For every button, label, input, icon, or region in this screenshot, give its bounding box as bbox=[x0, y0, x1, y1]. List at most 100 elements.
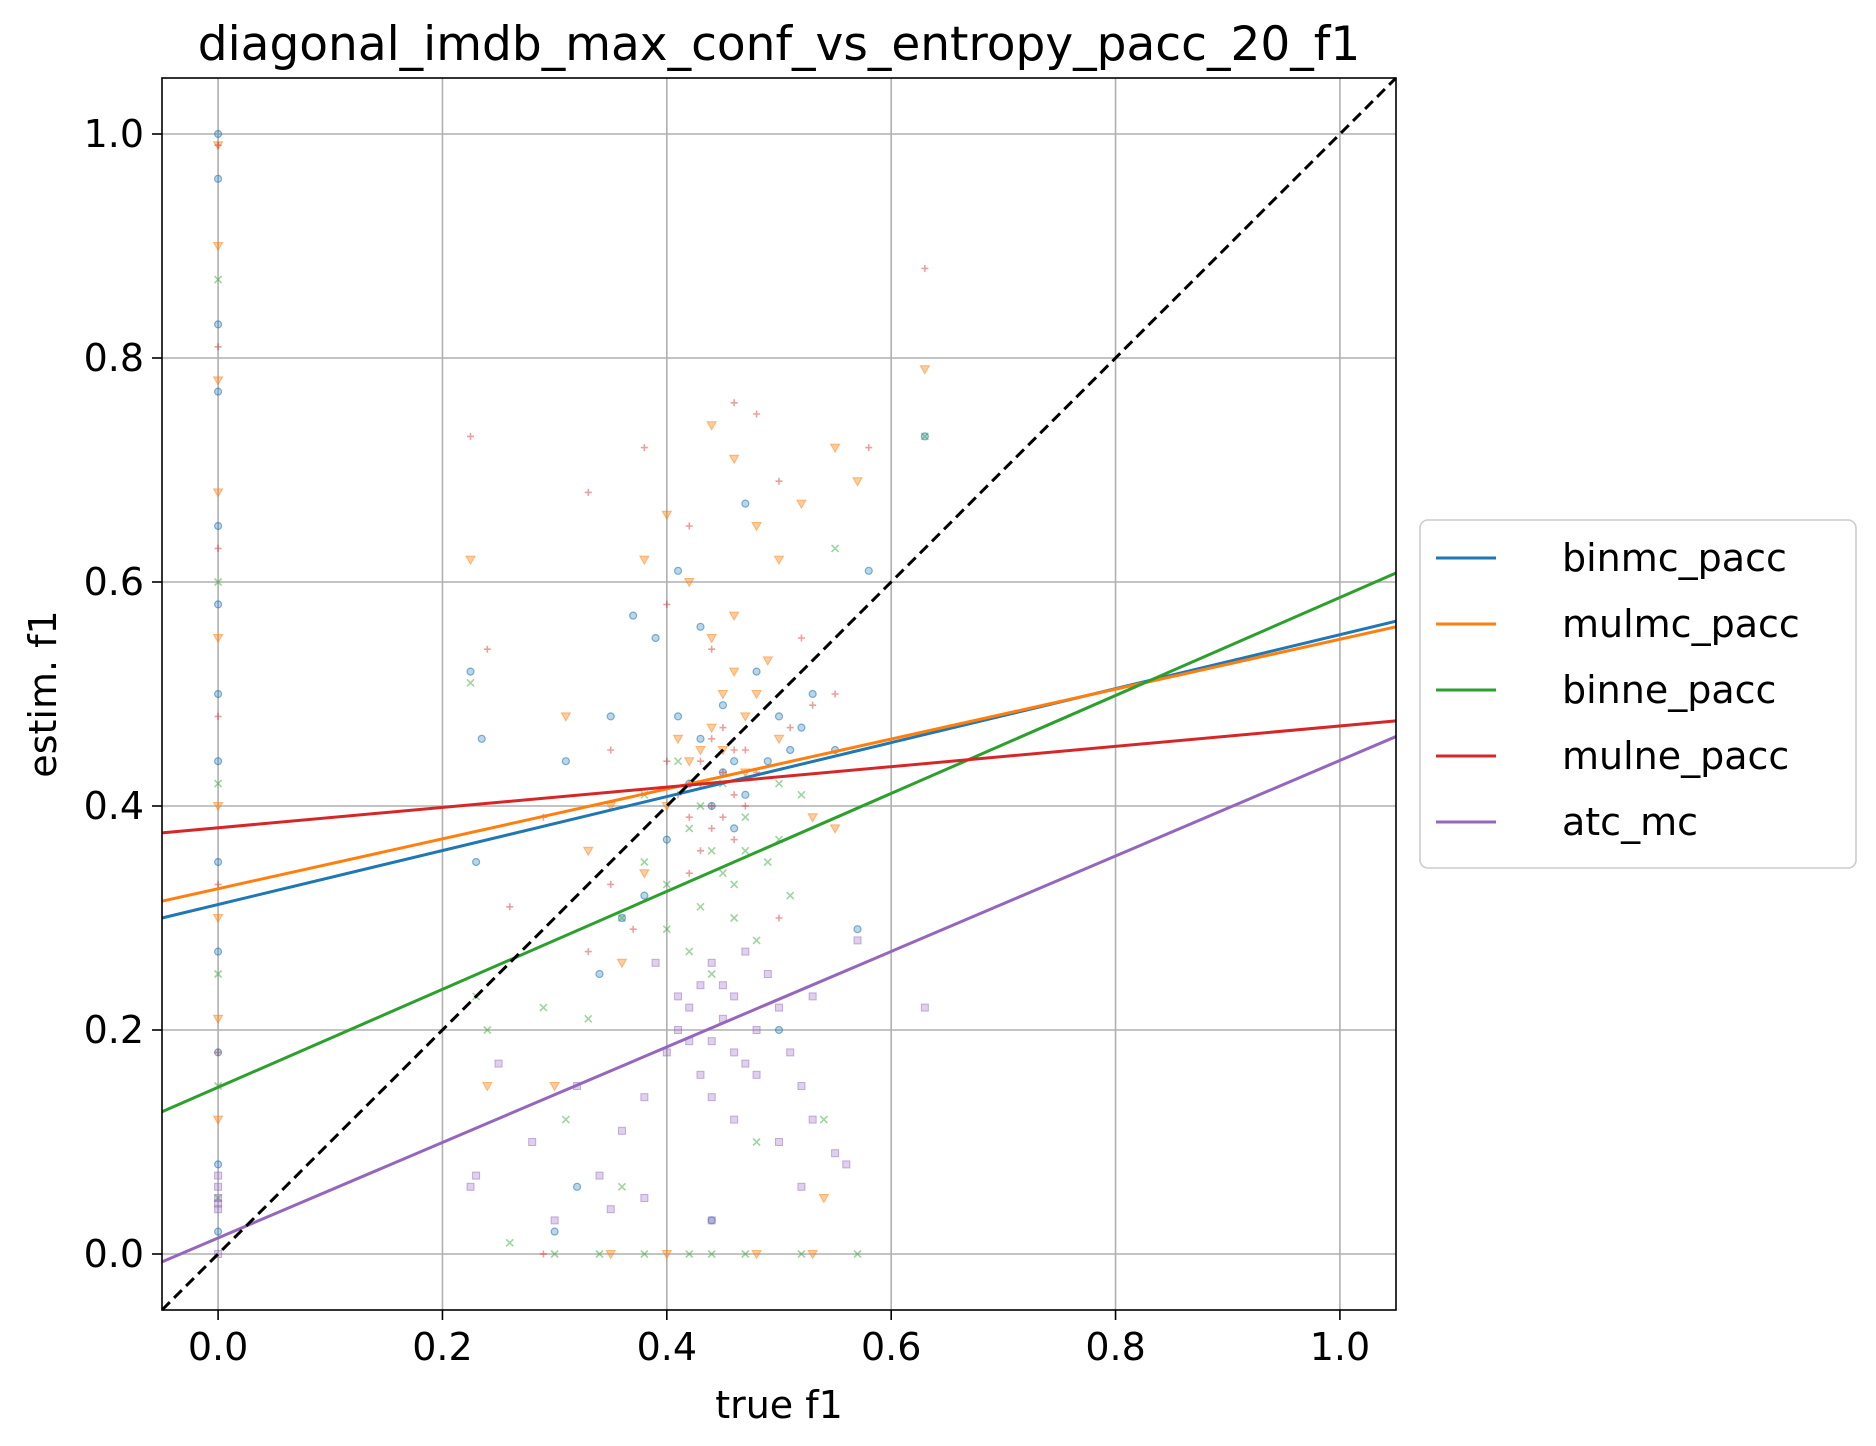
atc_mc-point bbox=[707, 1037, 716, 1046]
mulne_pacc-point bbox=[685, 522, 693, 530]
binmc_pacc-point bbox=[213, 689, 223, 699]
mulmc_pacc-point bbox=[661, 510, 673, 521]
atc_mc-point bbox=[786, 1048, 795, 1057]
mulne_pacc-point bbox=[506, 903, 514, 911]
binmc_pacc-point bbox=[707, 801, 716, 811]
binmc_pacc-point bbox=[920, 432, 929, 441]
x-tick-label: 0.2 bbox=[412, 1325, 472, 1369]
atc_mc-point bbox=[831, 1149, 840, 1158]
chart-title: diagonal_imdb_max_conf_vs_entropy_pacc_2… bbox=[198, 17, 1360, 72]
atc_mc-point bbox=[730, 1115, 739, 1124]
atc_mc-point bbox=[617, 1126, 626, 1135]
binmc_pacc-point bbox=[213, 1048, 223, 1057]
x-tick-label: 0.0 bbox=[188, 1325, 248, 1369]
binne_pacc-point bbox=[797, 790, 806, 799]
binmc_pacc-point bbox=[741, 499, 750, 508]
binmc_pacc-point bbox=[640, 891, 649, 900]
binne_pacc-point bbox=[797, 1249, 806, 1259]
x-tick-label: 1.0 bbox=[1310, 1325, 1370, 1369]
atc_mc-point bbox=[797, 1182, 806, 1191]
mulmc_pacc-point bbox=[796, 499, 807, 510]
binmc_pacc-point bbox=[466, 667, 475, 676]
binmc_pacc-point bbox=[752, 667, 761, 676]
atc_mc-point bbox=[214, 1250, 223, 1258]
atc_mc-point bbox=[718, 981, 727, 990]
binne_pacc-point bbox=[584, 1014, 593, 1023]
mulmc_pacc-point bbox=[728, 667, 740, 678]
mulmc_pacc-point bbox=[773, 555, 785, 566]
binmc_pacc-point bbox=[213, 600, 223, 609]
plot-frame bbox=[161, 77, 1397, 1311]
mulmc_pacc-point bbox=[807, 813, 819, 823]
binmc_pacc-point bbox=[213, 387, 223, 396]
mulne_pacc-point bbox=[809, 701, 817, 709]
mulne_pacc-point bbox=[719, 813, 727, 821]
binne_pacc-point bbox=[685, 1249, 694, 1259]
atc_mc-point bbox=[651, 958, 660, 967]
mulmc_pacc-point bbox=[852, 477, 863, 487]
mulne_pacc-point bbox=[696, 757, 704, 765]
mulne_pacc-point bbox=[708, 645, 716, 653]
atc_mc-point bbox=[752, 1070, 761, 1079]
mulne_pacc-point bbox=[214, 1048, 222, 1056]
y-tick-label: 0.6 bbox=[84, 560, 144, 604]
binmc_pacc-point bbox=[213, 320, 223, 329]
binne_pacc-point bbox=[214, 275, 223, 284]
binmc_pacc-point bbox=[606, 712, 615, 721]
atc_mc-point bbox=[741, 947, 750, 956]
mulmc_pacc-point bbox=[807, 1250, 819, 1260]
atc_mc-point bbox=[640, 1093, 649, 1102]
binne_pacc-point bbox=[696, 902, 705, 911]
binmc_pacc-point bbox=[786, 745, 795, 755]
mulne_pacc-point bbox=[741, 802, 749, 810]
binmc_pacc-point bbox=[550, 1227, 559, 1236]
atc_mc-point bbox=[808, 1115, 817, 1124]
mulmc_pacc-point bbox=[728, 611, 740, 622]
binne_pacc-point bbox=[774, 779, 784, 788]
binmc_pacc-point bbox=[617, 913, 627, 923]
mulmc_pacc-point bbox=[582, 846, 594, 857]
mulmc_pacc-point bbox=[549, 1082, 560, 1092]
binne_pacc-point bbox=[853, 1249, 862, 1259]
atc_mc-point bbox=[674, 1026, 683, 1034]
atc_mc-point bbox=[707, 958, 716, 967]
legend-label-binne_pacc: binne_pacc bbox=[1562, 668, 1776, 712]
binne_pacc-point bbox=[741, 813, 750, 822]
binne_pacc-point bbox=[505, 1238, 514, 1247]
binmc_pacc-point bbox=[213, 1227, 223, 1236]
binmc_pacc-point bbox=[477, 734, 486, 743]
mulmc_pacc-point bbox=[481, 1082, 493, 1092]
atc_mc-point bbox=[685, 1003, 694, 1012]
binne_pacc-point bbox=[741, 846, 750, 855]
mulmc_pacc-point bbox=[212, 1115, 224, 1126]
atc_mc-point bbox=[730, 1048, 739, 1057]
binmc_pacc-point bbox=[213, 857, 223, 867]
atc_mc-point bbox=[842, 1160, 851, 1169]
mulmc_pacc-point bbox=[717, 690, 729, 700]
atc_mc-point bbox=[696, 1070, 705, 1079]
atc_mc-point bbox=[214, 1171, 223, 1180]
fit-lines bbox=[160, 76, 1398, 1312]
atc_mc-point bbox=[920, 1003, 929, 1012]
mulne_pacc-point bbox=[865, 444, 873, 452]
binne_pacc-point bbox=[617, 1182, 627, 1191]
mulmc_pacc-point bbox=[919, 365, 931, 375]
y-tick-label: 1.0 bbox=[84, 112, 144, 156]
axis-ticks: 0.0 0.2 0.4 0.6 0.8 1.0 0.0 0.2 0.4 0.6 0.8 1.0 bbox=[84, 112, 1371, 1369]
mulmc_pacc-point bbox=[560, 712, 572, 722]
legend-label-atc_mc: atc_mc bbox=[1562, 800, 1698, 844]
mulmc_pacc-point bbox=[829, 443, 841, 454]
mulmc_pacc-point bbox=[212, 634, 224, 644]
binne_pacc-point bbox=[707, 846, 716, 855]
mulne_pacc-fit-line bbox=[161, 719, 1397, 835]
atc_mc-point bbox=[674, 992, 683, 1001]
mulne_pacc-point bbox=[786, 724, 794, 732]
binne_pacc-point bbox=[466, 678, 475, 687]
atc_mc-point bbox=[775, 1003, 783, 1012]
binmc_pacc-fit-line bbox=[161, 619, 1397, 920]
y-tick-label: 0.0 bbox=[84, 1232, 144, 1276]
binmc_pacc-point bbox=[730, 824, 739, 833]
binne_pacc-point bbox=[617, 913, 627, 923]
atc_mc-point bbox=[707, 1093, 716, 1102]
